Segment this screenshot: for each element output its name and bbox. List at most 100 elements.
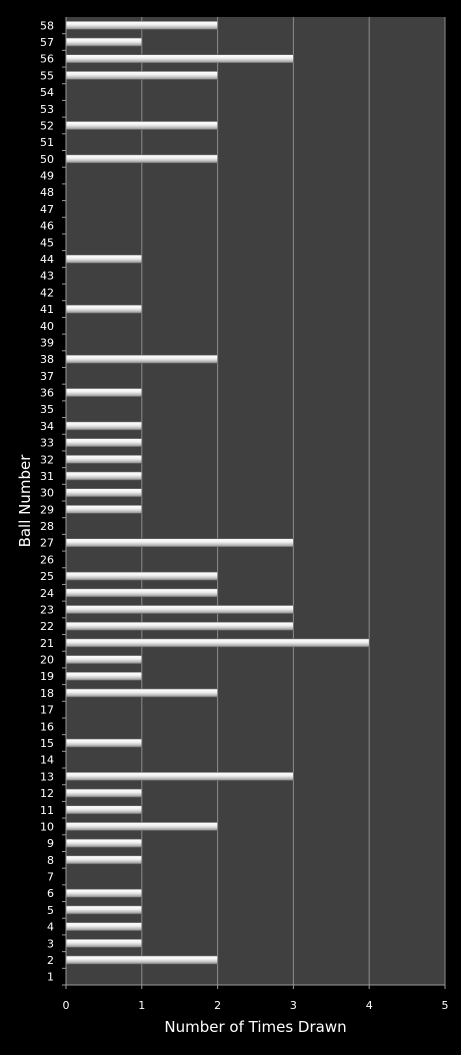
y-tick-label: 33 (40, 437, 54, 450)
y-axis-title: Ball Number (16, 454, 34, 548)
y-tick-label: 30 (40, 487, 54, 500)
bar-ball-9 (65, 838, 143, 848)
bar-ball-23 (65, 605, 294, 614)
bar-ball-21 (65, 638, 370, 648)
bar-ball-20 (65, 655, 143, 664)
y-tick-label: 7 (47, 871, 54, 884)
y-tick-label: 17 (40, 704, 54, 717)
bar-ball-32 (65, 454, 143, 464)
y-tick-label: 38 (40, 353, 54, 366)
y-tick-label: 49 (40, 170, 54, 183)
bar-ball-8 (65, 855, 143, 865)
bar-ball-57 (65, 37, 143, 47)
y-tick-label: 3 (47, 937, 54, 950)
bar-ball-5 (65, 905, 143, 915)
y-tick-label: 32 (40, 453, 54, 466)
y-tick-label: 19 (40, 670, 54, 683)
bar-ball-18 (65, 688, 218, 698)
y-tick-label: 20 (40, 654, 54, 667)
y-tick-label: 52 (40, 119, 54, 132)
y-tick-label: 5 (47, 904, 54, 917)
x-tick-label: 3 (290, 999, 297, 1012)
bar-ball-22 (65, 621, 294, 631)
bar-ball-10 (65, 822, 218, 831)
y-tick-label: 34 (40, 420, 54, 433)
bar-ball-15 (65, 738, 143, 748)
y-tick-label: 29 (40, 503, 54, 516)
y-tick-label: 39 (40, 336, 54, 349)
bar-ball-55 (65, 71, 218, 80)
x-tick-label: 1 (138, 999, 145, 1012)
bar-ball-6 (65, 888, 143, 898)
y-tick-label: 55 (40, 69, 54, 82)
x-tick-label: 0 (63, 999, 70, 1012)
y-tick-label: 35 (40, 403, 54, 416)
x-tick-label: 2 (214, 999, 221, 1012)
y-tick-label: 9 (47, 837, 54, 850)
x-tick-label: 4 (366, 999, 373, 1012)
y-tick-label: 2 (47, 954, 54, 967)
y-tick-label: 41 (40, 303, 54, 316)
y-tick-label: 24 (40, 587, 54, 600)
bar-ball-56 (65, 54, 294, 64)
bar-ball-58 (65, 21, 218, 30)
bar-ball-44 (65, 254, 143, 264)
bar-ball-36 (65, 388, 143, 397)
y-tick-label: 36 (40, 387, 54, 400)
y-tick-label: 18 (40, 687, 54, 700)
y-tick-label: 28 (40, 520, 54, 533)
y-tick-label: 47 (40, 203, 54, 216)
bar-ball-19 (65, 671, 143, 681)
y-tick-label: 22 (40, 620, 54, 633)
bar-ball-25 (65, 571, 218, 581)
y-tick-label: 46 (40, 220, 54, 233)
y-tick-label: 50 (40, 153, 54, 166)
y-tick-label: 15 (40, 737, 54, 750)
y-tick-label: 44 (40, 253, 54, 266)
y-tick-label: 16 (40, 720, 54, 733)
y-tick-label: 12 (40, 787, 54, 800)
y-tick-label: 42 (40, 286, 54, 299)
bar-ball-41 (65, 304, 143, 314)
bar-ball-4 (65, 922, 143, 931)
y-tick-label: 56 (40, 53, 54, 66)
bar-ball-29 (65, 505, 143, 514)
y-tick-label: 6 (47, 887, 54, 900)
bar-ball-33 (65, 438, 143, 447)
bar-ball-2 (65, 955, 218, 965)
y-tick-label: 13 (40, 770, 54, 783)
y-tick-label: 45 (40, 236, 54, 249)
bar-ball-34 (65, 421, 143, 431)
y-tick-label: 11 (40, 804, 54, 817)
y-tick-label: 14 (40, 754, 54, 767)
bar-ball-12 (65, 788, 143, 798)
y-tick-label: 1 (47, 971, 54, 984)
x-tick-label: 5 (442, 999, 449, 1012)
bar-ball-52 (65, 121, 218, 130)
bar-ball-30 (65, 488, 143, 497)
y-tick-label: 8 (47, 854, 54, 867)
y-tick-label: 10 (40, 820, 54, 833)
y-tick-label: 27 (40, 537, 54, 550)
bar-ball-38 (65, 354, 218, 364)
bar-ball-24 (65, 588, 218, 598)
bar-ball-31 (65, 471, 143, 481)
bar-ball-13 (65, 772, 294, 781)
x-axis-title: Number of Times Drawn (164, 1018, 346, 1036)
y-tick-label: 43 (40, 270, 54, 283)
y-tick-label: 31 (40, 470, 54, 483)
y-tick-label: 58 (40, 19, 54, 32)
y-tick-label: 40 (40, 320, 54, 333)
y-tick-label: 53 (40, 103, 54, 116)
y-tick-label: 26 (40, 553, 54, 566)
y-tick-label: 37 (40, 370, 54, 383)
bar-ball-3 (65, 938, 143, 948)
y-tick-label: 23 (40, 603, 54, 616)
bar-ball-50 (65, 154, 218, 164)
y-tick-label: 51 (40, 136, 54, 149)
bar-ball-27 (65, 538, 294, 548)
y-tick-label: 25 (40, 570, 54, 583)
y-tick-label: 4 (47, 921, 54, 934)
y-tick-label: 21 (40, 637, 54, 650)
